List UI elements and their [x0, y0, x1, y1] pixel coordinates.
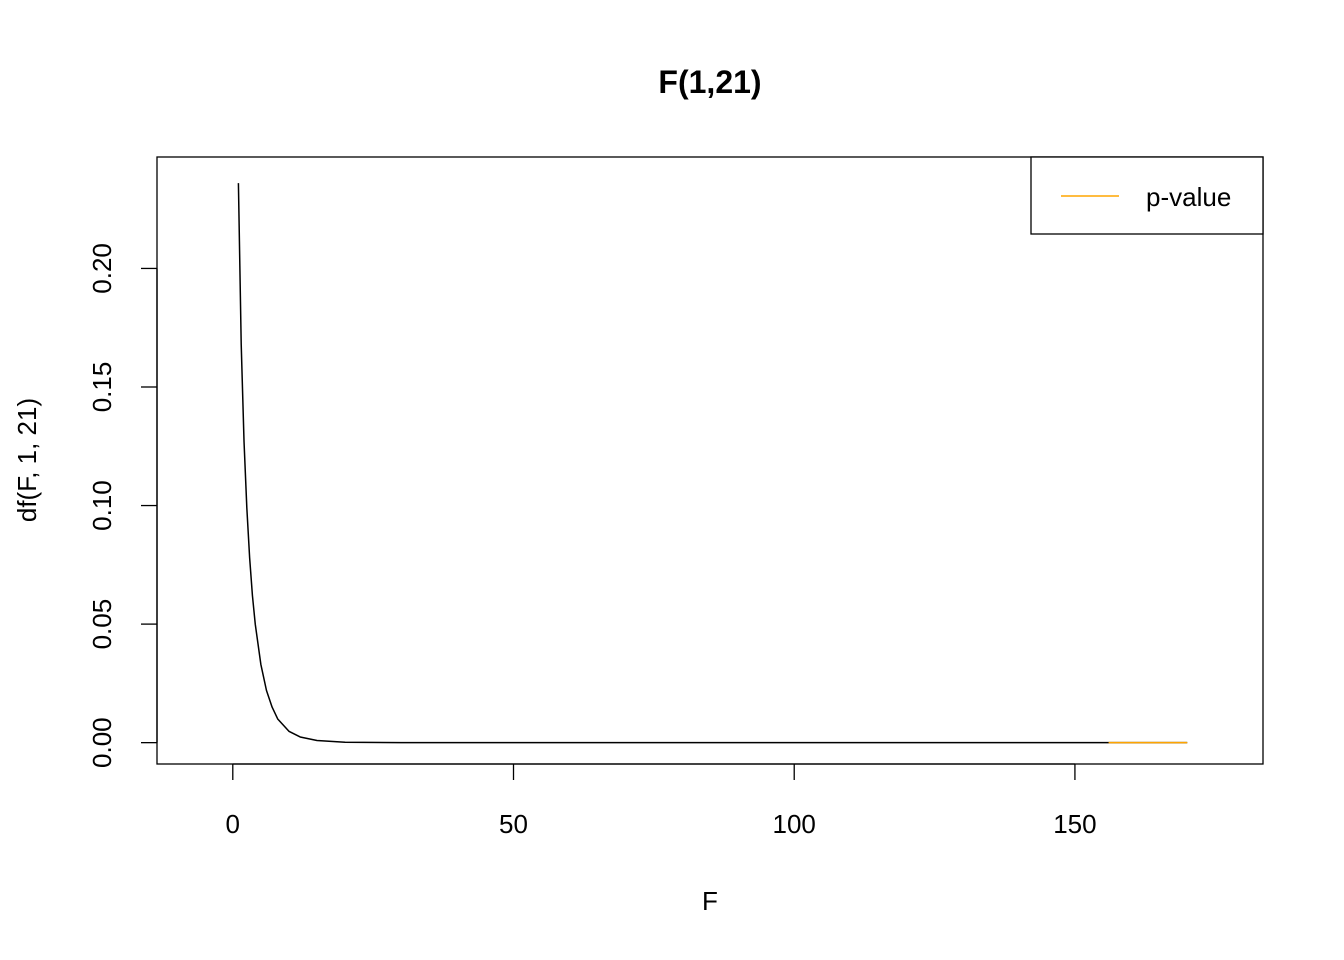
density-curve — [237, 183, 1188, 744]
x-tick-label: 0 — [226, 809, 240, 839]
y-tick-label: 0.05 — [87, 599, 117, 650]
x-tick-label: 50 — [499, 809, 528, 839]
x-axis: 0 50 100 150 — [226, 763, 1097, 839]
series-layer — [237, 183, 1188, 744]
x-tick-label: 100 — [773, 809, 816, 839]
chart-title: F(1,21) — [658, 64, 761, 100]
y-tick-label: 0.20 — [87, 243, 117, 294]
plot-frame — [156, 156, 1264, 765]
x-axis-label: F — [702, 886, 718, 916]
y-tick-label: 0.10 — [87, 480, 117, 531]
legend-label-p-value: p-value — [1146, 182, 1231, 212]
x-tick-label: 150 — [1053, 809, 1096, 839]
y-axis: 0.00 0.05 0.10 0.15 0.20 — [87, 243, 158, 768]
y-tick-label: 0.00 — [87, 717, 117, 768]
y-axis-label: df(F, 1, 21) — [12, 398, 42, 522]
y-tick-label: 0.15 — [87, 362, 117, 413]
legend: p-value — [1030, 156, 1264, 235]
